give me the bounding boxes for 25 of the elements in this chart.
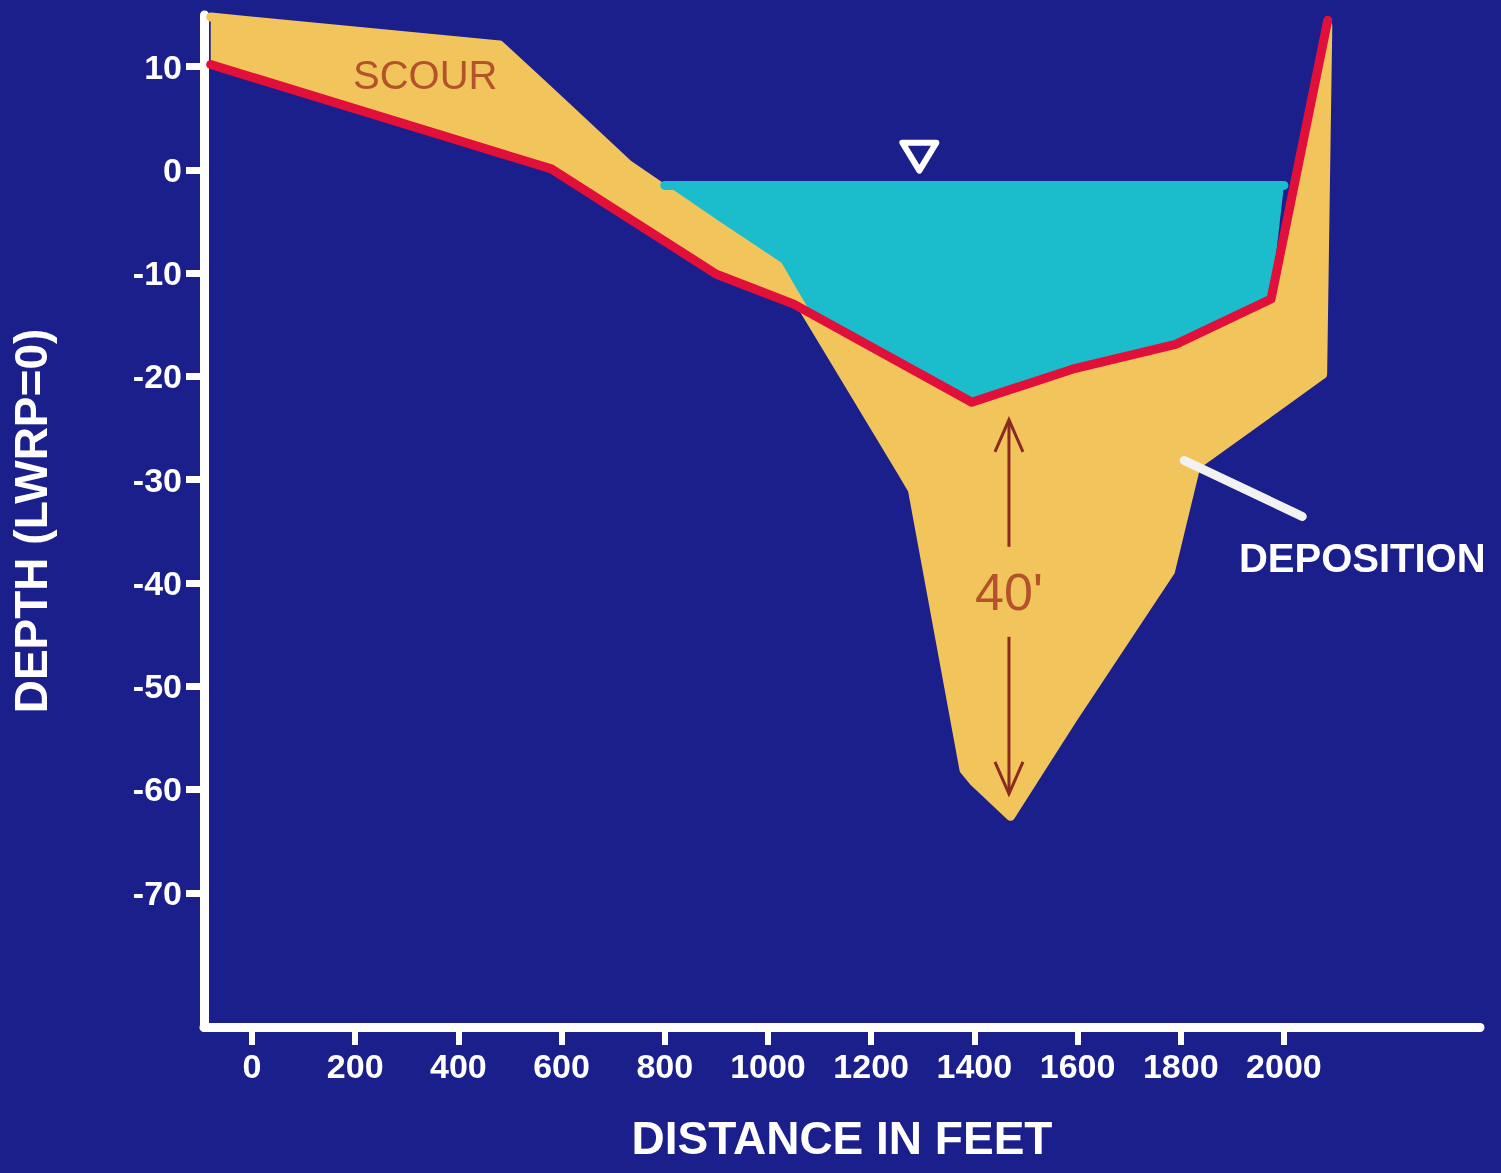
y-tick-label: -30	[132, 460, 182, 499]
annotation: SCOUR	[353, 52, 498, 98]
y-tick-label: -20	[132, 357, 182, 396]
x-tick-label: 400	[430, 1047, 487, 1085]
annotation: DEPOSITION	[1238, 535, 1486, 581]
y-tick-label: -50	[132, 667, 182, 706]
y-tick-label: -10	[132, 254, 182, 293]
x-tick-label: 1800	[1142, 1047, 1219, 1085]
x-tick-label: 1400	[936, 1047, 1013, 1085]
x-tick-label: 0	[242, 1047, 262, 1085]
y-tick-label: 10	[144, 47, 182, 86]
x-axis-title: DISTANCE IN FEET	[631, 1112, 1053, 1164]
x-tick-label: 2000	[1246, 1047, 1322, 1085]
y-tick-label: 0	[163, 150, 182, 189]
x-tick-label: 1200	[833, 1047, 909, 1085]
x-tick-label: 800	[636, 1047, 694, 1085]
x-tick-label: 200	[326, 1047, 384, 1085]
y-axis-title: DEPTH (LWRP=0)	[5, 328, 57, 714]
annotation: 40'	[975, 561, 1043, 622]
y-tick-label: -40	[132, 563, 182, 602]
x-tick-label: 1600	[1039, 1047, 1116, 1085]
y-tick-label: -60	[132, 770, 182, 809]
y-tick-label: -70	[132, 873, 182, 912]
x-tick-label: 600	[533, 1047, 590, 1085]
x-tick-label: 1000	[730, 1047, 806, 1085]
